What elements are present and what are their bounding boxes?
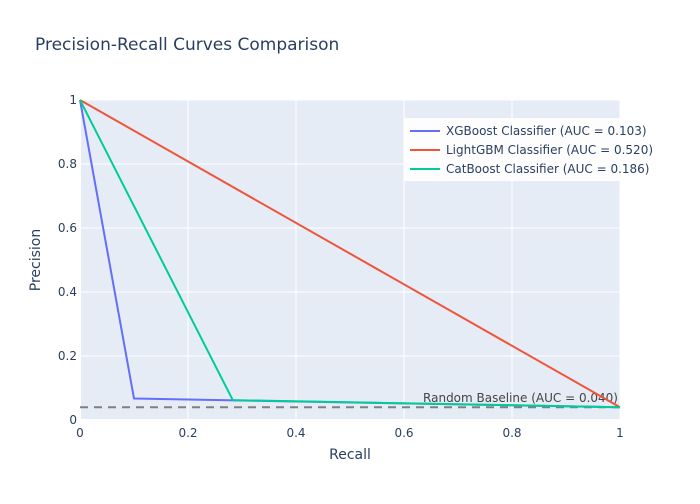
legend-label: CatBoost Classifier (AUC = 0.186): [446, 162, 650, 176]
baseline-annotation: Random Baseline (AUC = 0.040): [423, 391, 618, 405]
legend-background: [404, 118, 656, 181]
y-tick-label: 0.6: [58, 221, 77, 235]
x-tick-label: 0.4: [286, 426, 305, 440]
x-tick-label: 0.6: [394, 426, 413, 440]
legend-item[interactable]: XGBoost Classifier (AUC = 0.103): [410, 124, 647, 138]
legend[interactable]: XGBoost Classifier (AUC = 0.103) LightGBM…: [404, 118, 656, 181]
y-tick-label: 0: [69, 413, 77, 427]
legend-label: LightGBM Classifier (AUC = 0.520): [446, 143, 653, 157]
y-tick-label: 0.8: [58, 157, 77, 171]
x-tick-label: 0.8: [502, 426, 521, 440]
legend-item[interactable]: LightGBM Classifier (AUC = 0.520): [410, 143, 653, 157]
x-axis-ticks: 0 0.2 0.4 0.6 0.8 1: [76, 426, 624, 440]
x-tick-label: 0.2: [178, 426, 197, 440]
chart-title: Precision-Recall Curves Comparison: [35, 35, 339, 55]
legend-label: XGBoost Classifier (AUC = 0.103): [446, 124, 647, 138]
y-tick-label: 1: [69, 93, 77, 107]
y-axis-label: Precision: [28, 229, 44, 291]
x-tick-label: 0: [76, 426, 84, 440]
y-axis-ticks: 0 0.2 0.4 0.6 0.8 1: [58, 93, 77, 427]
y-tick-label: 0.4: [58, 285, 77, 299]
x-tick-label: 1: [616, 426, 624, 440]
x-axis-label: Recall: [329, 447, 371, 463]
y-tick-label: 0.2: [58, 349, 77, 363]
series-layer: [79, 99, 621, 409]
legend-item[interactable]: CatBoost Classifier (AUC = 0.186): [410, 162, 650, 176]
baseline-layer: Random Baseline (AUC = 0.040): [80, 391, 620, 409]
series-line-2: [79, 99, 621, 409]
series-line-1: [79, 99, 621, 409]
